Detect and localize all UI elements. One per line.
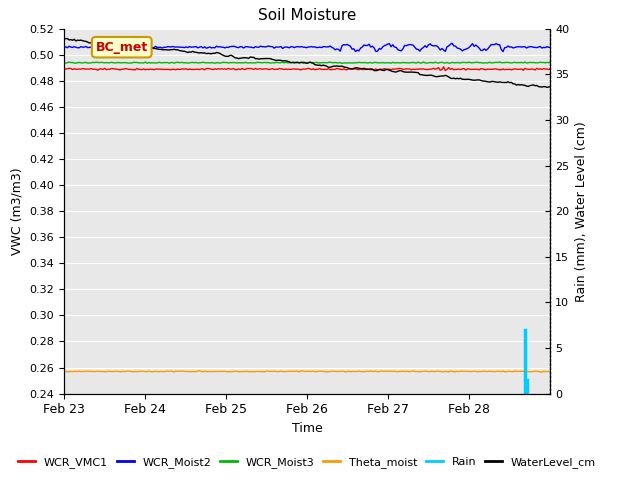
X-axis label: Time: Time — [292, 422, 323, 435]
Line: WaterLevel_cm: WaterLevel_cm — [64, 38, 550, 87]
WaterLevel_cm — [547, 84, 554, 90]
WCR_Moist3 — [547, 60, 554, 65]
Rain — [547, 391, 554, 396]
WCR_Moist3 — [508, 60, 515, 66]
WaterLevel_cm — [543, 84, 551, 90]
WCR_Moist3 — [496, 59, 504, 65]
WCR_VMC1 — [547, 66, 554, 72]
Rain — [102, 391, 110, 396]
WCR_Moist3 — [338, 60, 346, 66]
Theta_moist — [538, 369, 546, 375]
WCR_Moist3 — [470, 60, 478, 65]
Y-axis label: Rain (mm), Water Level (cm): Rain (mm), Water Level (cm) — [575, 121, 588, 301]
Theta_moist — [491, 369, 499, 374]
WCR_Moist2 — [508, 44, 515, 50]
Theta_moist — [479, 369, 486, 374]
WCR_Moist2 — [306, 44, 314, 50]
WCR_Moist2 — [470, 44, 478, 49]
WCR_Moist3 — [102, 60, 110, 65]
Rain — [468, 391, 476, 396]
Title: Soil Moisture: Soil Moisture — [258, 9, 356, 24]
WCR_VMC1 — [442, 68, 449, 73]
Line: WCR_VMC1: WCR_VMC1 — [64, 67, 550, 71]
WCR_Moist2 — [60, 44, 68, 50]
Legend: WCR_VMC1, WCR_Moist2, WCR_Moist3, Theta_moist, Rain, WaterLevel_cm: WCR_VMC1, WCR_Moist2, WCR_Moist3, Theta_… — [14, 452, 600, 472]
WaterLevel_cm — [104, 40, 112, 46]
WCR_VMC1 — [481, 67, 488, 72]
Rain — [306, 391, 314, 396]
Theta_moist — [470, 368, 478, 374]
WCR_VMC1 — [440, 64, 447, 70]
WCR_VMC1 — [102, 67, 110, 72]
Y-axis label: VWC (m3/m3): VWC (m3/m3) — [11, 168, 24, 255]
WCR_VMC1 — [508, 67, 515, 73]
WaterLevel_cm — [479, 78, 486, 84]
Theta_moist — [308, 368, 316, 374]
WaterLevel_cm — [308, 60, 316, 66]
Theta_moist — [547, 369, 554, 375]
WCR_VMC1 — [472, 66, 479, 72]
WCR_Moist3 — [306, 60, 314, 65]
WCR_Moist2 — [499, 49, 507, 55]
WCR_Moist3 — [479, 60, 486, 66]
Rain — [489, 391, 497, 396]
WCR_VMC1 — [492, 66, 500, 72]
Theta_moist — [102, 369, 110, 374]
Rain — [504, 391, 512, 396]
WCR_Moist2 — [448, 40, 456, 46]
Rain — [477, 391, 484, 396]
Theta_moist — [506, 369, 513, 374]
WCR_Moist3 — [491, 60, 499, 65]
WaterLevel_cm — [491, 79, 499, 84]
WaterLevel_cm — [470, 77, 478, 83]
WCR_Moist2 — [102, 45, 110, 50]
WCR_Moist2 — [479, 48, 486, 53]
Theta_moist — [196, 368, 204, 373]
Line: WCR_Moist2: WCR_Moist2 — [64, 43, 550, 52]
Text: BC_met: BC_met — [95, 41, 148, 54]
WaterLevel_cm — [60, 36, 68, 42]
Rain — [60, 391, 68, 396]
Theta_moist — [60, 368, 68, 374]
Line: WCR_Moist3: WCR_Moist3 — [64, 62, 550, 63]
WCR_Moist2 — [491, 42, 499, 48]
WaterLevel_cm — [63, 36, 71, 41]
WCR_VMC1 — [306, 66, 314, 72]
WCR_VMC1 — [60, 66, 68, 72]
WaterLevel_cm — [506, 80, 513, 85]
Line: Theta_moist: Theta_moist — [64, 371, 550, 372]
WCR_Moist3 — [60, 59, 68, 65]
WCR_Moist2 — [547, 45, 554, 50]
